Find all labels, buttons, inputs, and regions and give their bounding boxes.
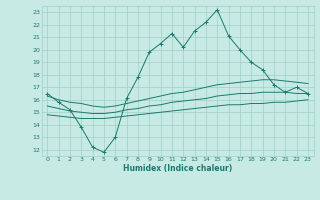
- X-axis label: Humidex (Indice chaleur): Humidex (Indice chaleur): [123, 164, 232, 173]
